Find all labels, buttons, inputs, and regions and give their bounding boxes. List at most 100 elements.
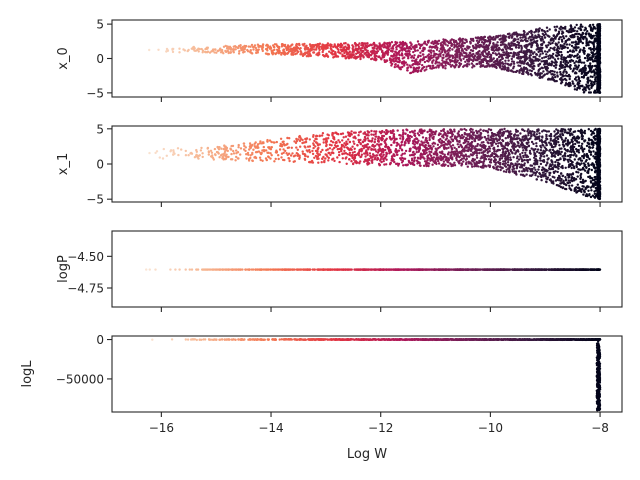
data-point bbox=[410, 71, 413, 75]
data-point bbox=[325, 143, 328, 147]
data-point bbox=[201, 49, 205, 52]
data-point bbox=[239, 147, 243, 150]
data-point bbox=[180, 148, 183, 151]
data-point bbox=[206, 50, 210, 53]
data-point bbox=[262, 145, 265, 149]
data-point bbox=[579, 28, 583, 32]
data-point bbox=[332, 157, 335, 160]
data-point bbox=[251, 159, 254, 163]
data-point bbox=[572, 50, 576, 53]
data-point bbox=[456, 143, 459, 146]
data-point bbox=[438, 50, 441, 53]
data-point bbox=[515, 173, 518, 176]
data-point bbox=[598, 41, 602, 45]
data-point bbox=[413, 47, 416, 51]
data-point bbox=[225, 146, 229, 150]
data-point bbox=[425, 65, 428, 69]
data-point bbox=[463, 41, 466, 45]
data-point bbox=[485, 138, 488, 142]
data-point bbox=[326, 155, 329, 158]
data-point bbox=[518, 69, 521, 72]
data-point bbox=[523, 30, 526, 34]
data-point bbox=[339, 52, 342, 55]
data-point bbox=[591, 64, 594, 68]
data-point bbox=[577, 27, 580, 30]
data-point bbox=[177, 153, 180, 157]
data-point bbox=[280, 156, 283, 159]
data-point bbox=[512, 167, 516, 170]
data-point bbox=[245, 157, 248, 160]
data-point bbox=[383, 131, 386, 134]
data-point bbox=[570, 54, 574, 57]
data-point bbox=[564, 25, 567, 29]
data-point bbox=[324, 157, 327, 160]
data-point bbox=[481, 52, 484, 56]
data-point bbox=[308, 148, 311, 152]
data-point bbox=[213, 51, 216, 54]
data-point bbox=[565, 43, 569, 46]
data-point bbox=[465, 146, 468, 149]
data-point bbox=[540, 50, 544, 53]
data-point bbox=[594, 27, 597, 30]
data-point bbox=[489, 56, 493, 59]
data-point bbox=[580, 75, 584, 79]
data-point bbox=[273, 48, 276, 51]
data-point bbox=[456, 53, 459, 56]
data-point bbox=[427, 60, 430, 63]
data-point bbox=[148, 48, 151, 52]
data-point bbox=[421, 136, 425, 139]
data-point bbox=[415, 58, 418, 61]
data-point bbox=[543, 50, 547, 53]
data-point bbox=[401, 133, 405, 136]
data-point bbox=[237, 143, 240, 147]
data-point bbox=[253, 44, 257, 47]
data-point bbox=[569, 82, 572, 85]
data-point bbox=[526, 50, 529, 54]
data-point bbox=[193, 47, 196, 50]
data-point bbox=[479, 53, 482, 56]
data-point bbox=[517, 46, 521, 49]
data-point bbox=[495, 66, 498, 70]
data-point bbox=[470, 142, 473, 146]
data-point bbox=[531, 59, 535, 63]
data-point bbox=[572, 27, 575, 31]
data-point bbox=[504, 35, 508, 38]
data-point bbox=[522, 72, 525, 76]
data-point bbox=[256, 51, 259, 54]
data-point bbox=[304, 140, 308, 144]
data-point bbox=[308, 138, 311, 141]
data-point bbox=[238, 50, 241, 53]
data-point bbox=[583, 52, 586, 55]
data-point bbox=[520, 67, 523, 70]
data-point bbox=[498, 148, 501, 152]
data-point bbox=[332, 151, 335, 155]
data-point bbox=[417, 69, 420, 72]
data-point bbox=[333, 146, 336, 150]
data-point bbox=[328, 147, 332, 150]
data-point bbox=[488, 164, 492, 167]
data-point bbox=[468, 63, 471, 66]
data-point bbox=[217, 148, 221, 151]
data-point bbox=[312, 146, 315, 150]
data-point bbox=[441, 150, 444, 153]
data-point bbox=[496, 57, 499, 61]
data-point bbox=[536, 39, 539, 43]
data-point bbox=[461, 54, 464, 57]
data-point bbox=[426, 141, 430, 145]
data-point bbox=[525, 46, 528, 50]
data-point bbox=[559, 70, 562, 74]
data-point bbox=[368, 146, 371, 149]
data-point bbox=[200, 47, 203, 51]
data-point bbox=[504, 62, 507, 65]
data-point bbox=[419, 58, 423, 61]
data-point bbox=[243, 144, 246, 148]
data-point bbox=[336, 55, 340, 58]
data-point bbox=[583, 47, 586, 50]
data-point bbox=[457, 130, 461, 133]
data-point bbox=[403, 56, 406, 59]
data-point bbox=[399, 146, 402, 150]
data-point bbox=[330, 144, 333, 147]
data-point bbox=[527, 134, 530, 137]
data-point bbox=[413, 143, 416, 146]
data-point bbox=[465, 48, 468, 52]
